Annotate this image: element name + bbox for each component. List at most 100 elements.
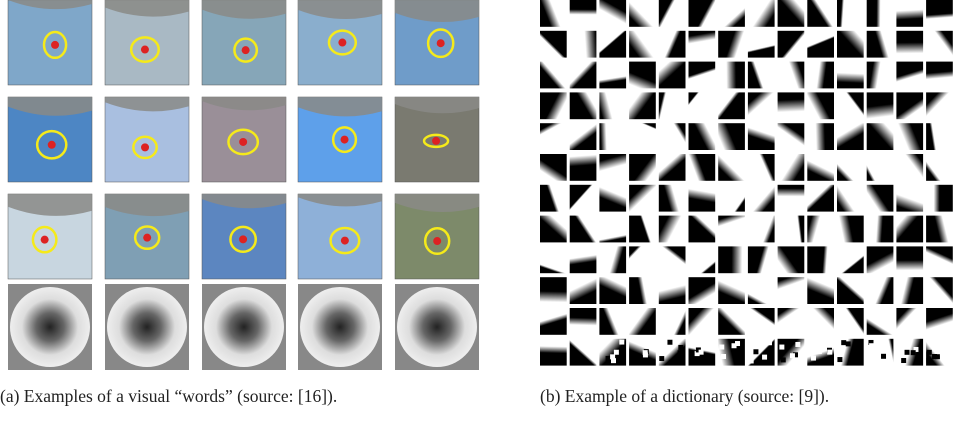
texture (821, 341, 826, 346)
atom (599, 185, 626, 212)
atom (837, 308, 864, 335)
atom (599, 31, 626, 58)
texture (905, 350, 910, 355)
atom (689, 31, 716, 58)
atom (837, 31, 864, 58)
atom (689, 123, 716, 150)
atom (659, 308, 686, 335)
atom (540, 216, 567, 243)
atom (748, 308, 775, 335)
atom (867, 92, 894, 119)
atom (629, 246, 656, 273)
atom (570, 339, 597, 366)
texture (619, 340, 624, 345)
atom (896, 154, 923, 181)
texture (781, 357, 786, 362)
atom (659, 185, 686, 212)
atom (896, 0, 923, 27)
atom (778, 31, 805, 58)
atom (629, 0, 656, 27)
atom (599, 92, 626, 119)
atom (748, 123, 775, 150)
atom (629, 185, 656, 212)
atom (837, 216, 864, 243)
texture (837, 357, 842, 362)
atom (689, 154, 716, 181)
atom (570, 62, 597, 89)
atom (540, 0, 567, 27)
atom (926, 246, 953, 273)
atom (570, 0, 597, 27)
texture (811, 356, 816, 361)
atom (807, 154, 834, 181)
atom (896, 123, 923, 150)
atom (718, 62, 745, 89)
atom (570, 154, 597, 181)
atom (659, 216, 686, 243)
atom (659, 277, 686, 304)
patch-disk (204, 287, 284, 367)
texture (701, 357, 706, 362)
image-tile (8, 0, 92, 85)
texture (841, 340, 846, 345)
atom (867, 62, 894, 89)
atom (748, 185, 775, 212)
atom (659, 0, 686, 27)
atom (718, 31, 745, 58)
atom (570, 92, 597, 119)
atom (689, 92, 716, 119)
atom (599, 154, 626, 181)
atom (748, 31, 775, 58)
texture (648, 345, 653, 350)
atom (570, 123, 597, 150)
atom (778, 92, 805, 119)
red-point (48, 141, 56, 149)
atom (748, 92, 775, 119)
atom (570, 308, 597, 335)
atom (837, 277, 864, 304)
atom (629, 123, 656, 150)
red-point (338, 39, 346, 47)
texture (753, 349, 758, 354)
atom (807, 31, 834, 58)
atom (807, 92, 834, 119)
texture (795, 342, 800, 347)
atom (926, 62, 953, 89)
atom (926, 123, 953, 150)
atom (778, 123, 805, 150)
red-point (239, 235, 247, 243)
atom (718, 154, 745, 181)
atom (778, 154, 805, 181)
atom (748, 62, 775, 89)
atom (718, 308, 745, 335)
atom (718, 123, 745, 150)
atom (778, 216, 805, 243)
texture (610, 354, 615, 359)
atom (689, 216, 716, 243)
atom (748, 246, 775, 273)
atom (778, 246, 805, 273)
texture (721, 354, 726, 359)
atom (659, 62, 686, 89)
atom (659, 123, 686, 150)
atom (867, 185, 894, 212)
patch-disk (300, 287, 380, 367)
atom (570, 277, 597, 304)
atom (599, 0, 626, 27)
atom (629, 277, 656, 304)
texture (869, 343, 874, 348)
atom (748, 216, 775, 243)
atom (718, 92, 745, 119)
caption-b: (b) Example of a dictionary (source: [9]… (540, 384, 958, 409)
atom (599, 62, 626, 89)
patch-disk (397, 287, 477, 367)
atom (896, 92, 923, 119)
atom (748, 277, 775, 304)
atom (540, 185, 567, 212)
atom (807, 308, 834, 335)
atom (807, 216, 834, 243)
atom (659, 31, 686, 58)
texture (884, 342, 889, 347)
atom (570, 31, 597, 58)
atom (896, 339, 923, 366)
